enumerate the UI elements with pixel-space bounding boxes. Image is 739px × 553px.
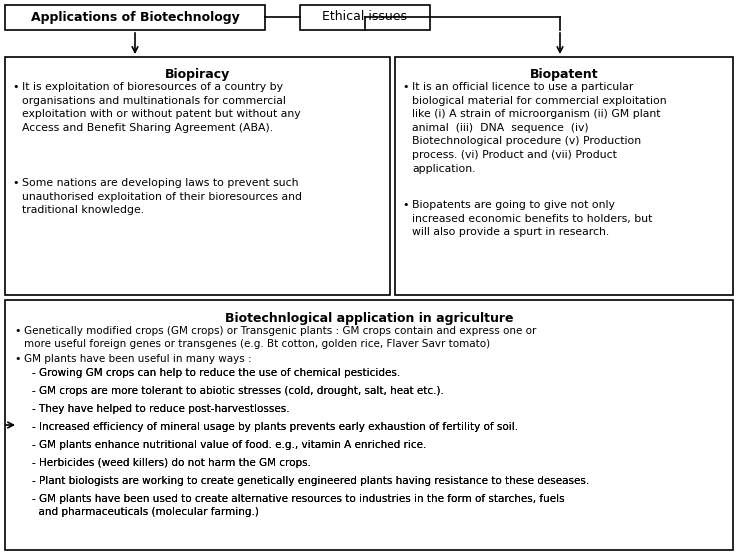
FancyBboxPatch shape	[5, 5, 265, 30]
Text: It is an official licence to use a particular
biological material for commercial: It is an official licence to use a parti…	[412, 82, 667, 174]
Text: Some nations are developing laws to prevent such
unauthorised exploitation of th: Some nations are developing laws to prev…	[22, 178, 302, 215]
Text: Biopatents are going to give not only
increased economic benefits to holders, bu: Biopatents are going to give not only in…	[412, 200, 653, 237]
Text: Genetically modified crops (GM crops) or Transgenic plants : GM crops contain an: Genetically modified crops (GM crops) or…	[24, 326, 537, 349]
FancyBboxPatch shape	[5, 57, 390, 295]
Text: - GM plants enhance nutritional value of food. e.g., vitamin A enriched rice.: - GM plants enhance nutritional value of…	[32, 440, 426, 450]
Text: •: •	[14, 354, 21, 364]
Text: •: •	[402, 82, 409, 92]
Text: - GM crops are more tolerant to abiotic stresses (cold, drought, salt, heat etc.: - GM crops are more tolerant to abiotic …	[32, 386, 444, 396]
Text: GM plants have been useful in many ways :: GM plants have been useful in many ways …	[24, 354, 251, 364]
Text: •: •	[12, 82, 18, 92]
Text: •: •	[14, 326, 21, 336]
Text: - GM plants enhance nutritional value of food. e.g., vitamin A enriched rice.: - GM plants enhance nutritional value of…	[32, 440, 426, 450]
Text: Ethical issues: Ethical issues	[322, 11, 407, 23]
Text: - GM crops are more tolerant to abiotic stresses (cold, drought, salt, heat etc.: - GM crops are more tolerant to abiotic …	[32, 386, 444, 396]
Text: - They have helped to reduce post-harvestlosses.: - They have helped to reduce post-harves…	[32, 404, 290, 414]
Text: It is exploitation of bioresources of a country by
organisations and multination: It is exploitation of bioresources of a …	[22, 82, 301, 133]
Text: Biopiracy: Biopiracy	[164, 68, 230, 81]
Text: - Plant biologists are working to create genetically engineered plants having re: - Plant biologists are working to create…	[32, 476, 589, 486]
Text: - GM plants have been used to create alternative resources to industries in the : - GM plants have been used to create alt…	[32, 494, 565, 517]
Text: Applications of Biotechnology: Applications of Biotechnology	[30, 11, 239, 23]
Text: - Increased efficiency of mineral usage by plants prevents early exhaustion of f: - Increased efficiency of mineral usage …	[32, 422, 518, 432]
Text: - Herbicides (weed killers) do not harm the GM crops.: - Herbicides (weed killers) do not harm …	[32, 458, 311, 468]
Text: - Growing GM crops can help to reduce the use of chemical pesticides.: - Growing GM crops can help to reduce th…	[32, 368, 401, 378]
Text: - GM plants have been used to create alternative resources to industries in the : - GM plants have been used to create alt…	[32, 494, 565, 517]
FancyBboxPatch shape	[395, 57, 733, 295]
Text: - Herbicides (weed killers) do not harm the GM crops.: - Herbicides (weed killers) do not harm …	[32, 458, 311, 468]
Text: - Increased efficiency of mineral usage by plants prevents early exhaustion of f: - Increased efficiency of mineral usage …	[32, 422, 518, 432]
FancyBboxPatch shape	[5, 300, 733, 550]
Text: - Growing GM crops can help to reduce the use of chemical pesticides.: - Growing GM crops can help to reduce th…	[32, 368, 401, 378]
Text: - They have helped to reduce post-harvestlosses.: - They have helped to reduce post-harves…	[32, 404, 290, 414]
Text: •: •	[402, 200, 409, 210]
Text: - Plant biologists are working to create genetically engineered plants having re: - Plant biologists are working to create…	[32, 476, 589, 486]
FancyBboxPatch shape	[300, 5, 430, 30]
Text: Biopatent: Biopatent	[530, 68, 599, 81]
Text: •: •	[12, 178, 18, 188]
Text: Biotechnlogical application in agriculture: Biotechnlogical application in agricultu…	[225, 312, 514, 325]
